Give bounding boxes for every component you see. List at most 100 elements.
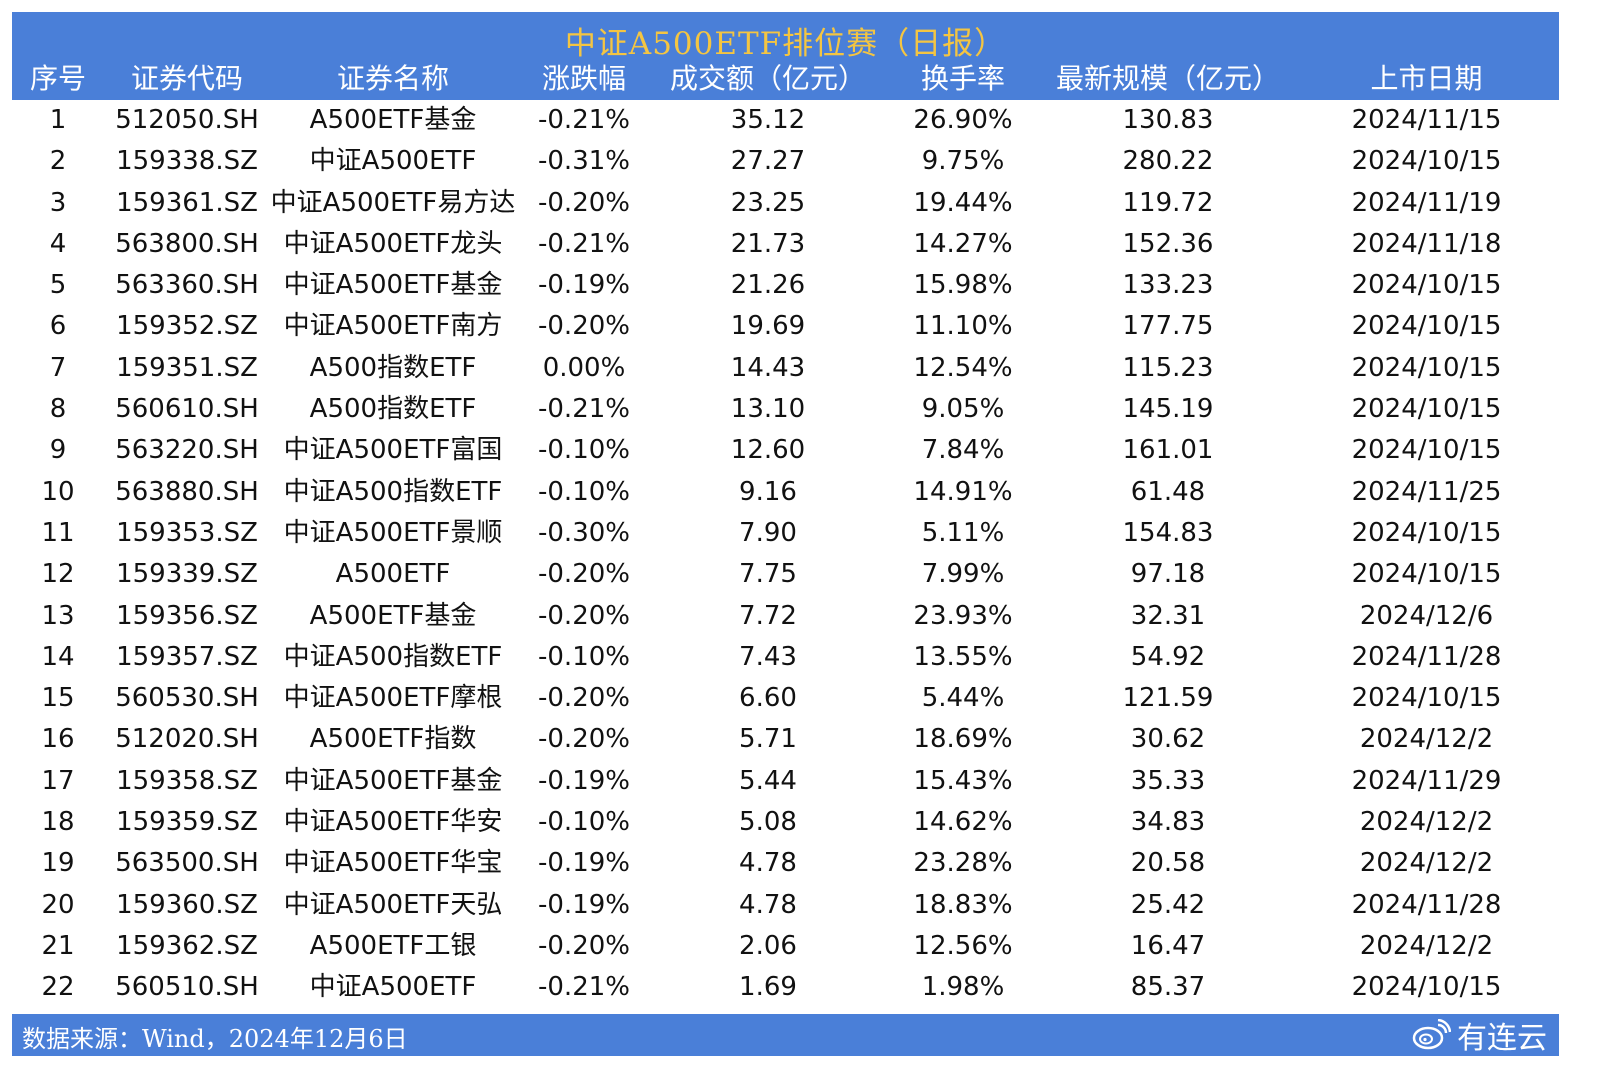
cell-turnover-rate: 18.69%: [913, 724, 1013, 755]
cell-listing-date: 2024/10/15: [1351, 146, 1502, 177]
table-row: 13 159356.SZ A500ETF基金 -0.20% 7.72 23.93% 32.3…: [12, 596, 1559, 637]
cell-change: -0.10%: [538, 435, 630, 466]
cell-rank: 13: [41, 600, 75, 631]
cell-listing-date: 2024/12/2: [1359, 848, 1494, 879]
cell-code: 563220.SH: [115, 435, 259, 466]
cell-turnover-rate: 12.56%: [913, 930, 1013, 961]
cell-change: -0.19%: [538, 889, 630, 920]
table-row: 5 563360.SH 中证A500ETF基金 -0.19% 21.26 15.98% 13…: [12, 265, 1559, 306]
cell-rank: 11: [41, 517, 75, 548]
cell-listing-date: 2024/12/6: [1359, 600, 1494, 631]
cell-change: -0.21%: [538, 105, 630, 135]
cell-rank: 19: [41, 848, 75, 879]
table-row: 4 563800.SH 中证A500ETF龙头 -0.21% 21.73 14.27% 15…: [12, 224, 1559, 265]
cell-turnover-rate: 9.75%: [921, 146, 1005, 177]
cell-code: 563360.SH: [115, 270, 259, 301]
cell-turnover-amount: 7.72: [739, 600, 797, 631]
column-header-name: 证券名称: [336, 62, 449, 95]
cell-change: -0.10%: [538, 641, 630, 672]
cell-code: 159351.SZ: [116, 352, 258, 383]
cell-name: 中证A500ETF基金: [283, 765, 503, 796]
cell-scale: 20.58: [1130, 848, 1206, 879]
table-footer: 数据来源：Wind，2024年12月6日 有连云: [12, 1014, 1559, 1056]
cell-rank: 12: [41, 559, 75, 590]
cell-change: -0.20%: [538, 600, 630, 631]
cell-listing-date: 2024/11/19: [1351, 187, 1502, 218]
cell-rank: 20: [41, 889, 75, 920]
cell-change: 0.00%: [542, 352, 626, 383]
cell-turnover-rate: 15.98%: [913, 270, 1013, 301]
table-row: 3 159361.SZ 中证A500ETF易方达 -0.20% 23.25 19.44% 1…: [12, 183, 1559, 224]
cell-turnover-rate: 18.83%: [913, 889, 1013, 920]
cell-name: 中证A500ETF华宝: [283, 848, 503, 879]
cell-scale: 119.72: [1122, 187, 1214, 218]
cell-scale: 152.36: [1122, 228, 1214, 259]
cell-code: 560510.SH: [115, 972, 259, 1003]
cell-scale: 154.83: [1122, 517, 1214, 548]
cell-name: 中证A500ETF: [309, 146, 477, 177]
cell-turnover-amount: 19.69: [730, 311, 806, 342]
cell-scale: 133.23: [1122, 270, 1214, 301]
cell-listing-date: 2024/10/15: [1351, 972, 1502, 1003]
cell-code: 159339.SZ: [116, 559, 258, 590]
table-title: 中证A500ETF排位赛（日报）: [564, 26, 1007, 62]
cell-listing-date: 2024/10/15: [1351, 683, 1502, 714]
cell-scale: 177.75: [1122, 311, 1214, 342]
cell-scale: 32.31: [1130, 600, 1206, 631]
cell-rank: 1: [49, 105, 67, 135]
table-row: 8 560610.SH A500指数ETF -0.21% 13.10 9.05% 145.1…: [12, 389, 1559, 430]
cell-scale: 85.37: [1130, 972, 1206, 1003]
cell-rank: 7: [49, 352, 67, 383]
table-row: 1 512050.SH A500ETF基金 -0.21% 35.12 26.90% 130.…: [12, 100, 1559, 141]
cell-name: 中证A500指数ETF: [283, 641, 503, 672]
cell-turnover-rate: 11.10%: [913, 311, 1013, 342]
cell-scale: 161.01: [1122, 435, 1214, 466]
cell-name: A500ETF: [335, 559, 451, 590]
cell-name: A500ETF指数: [309, 724, 477, 755]
cell-turnover-rate: 14.91%: [913, 476, 1013, 507]
cell-turnover-rate: 9.05%: [921, 394, 1005, 425]
cell-turnover-rate: 14.62%: [913, 807, 1013, 838]
column-header-turnover-rate: 换手率: [920, 62, 1005, 95]
column-header-turnover-amount: 成交额（亿元）: [669, 62, 866, 95]
watermark-text: 有连云: [1457, 1021, 1547, 1056]
column-headers: 序号 证券代码 证券名称 涨跌幅 成交额（亿元） 换手率 最新规模（亿元） 上市…: [12, 60, 1559, 98]
cell-rank: 9: [49, 435, 67, 466]
cell-rank: 17: [41, 765, 75, 796]
cell-change: -0.10%: [538, 476, 630, 507]
cell-change: -0.20%: [538, 683, 630, 714]
cell-listing-date: 2024/10/15: [1351, 435, 1502, 466]
cell-turnover-amount: 2.06: [739, 930, 797, 961]
cell-code: 512050.SH: [115, 105, 259, 135]
weibo-icon: [1411, 1019, 1451, 1051]
cell-listing-date: 2024/11/15: [1351, 105, 1502, 135]
table-row: 21 159362.SZ A500ETF工银 -0.20% 2.06 12.56% 16.4…: [12, 926, 1559, 967]
cell-rank: 3: [49, 187, 67, 218]
cell-code: 159352.SZ: [116, 311, 258, 342]
cell-turnover-rate: 5.44%: [921, 683, 1005, 714]
cell-rank: 21: [41, 930, 75, 961]
cell-code: 159358.SZ: [116, 765, 258, 796]
cell-change: -0.21%: [538, 228, 630, 259]
cell-turnover-amount: 14.43: [730, 352, 806, 383]
cell-scale: 35.33: [1130, 765, 1206, 796]
column-header-change: 涨跌幅: [541, 62, 626, 95]
column-header-listing-date: 上市日期: [1370, 62, 1483, 95]
cell-rank: 5: [49, 270, 67, 301]
cell-name: 中证A500ETF: [309, 972, 477, 1003]
cell-turnover-rate: 26.90%: [913, 105, 1013, 135]
cell-listing-date: 2024/11/28: [1351, 889, 1502, 920]
cell-turnover-amount: 7.90: [739, 517, 797, 548]
table-row: 19 563500.SH 中证A500ETF华宝 -0.19% 4.78 23.28% 20…: [12, 843, 1559, 884]
cell-rank: 2: [49, 146, 67, 177]
cell-turnover-amount: 4.78: [739, 889, 797, 920]
cell-change: -0.19%: [538, 270, 630, 301]
table-row: 12 159339.SZ A500ETF -0.20% 7.75 7.99% 97.18 20…: [12, 554, 1559, 595]
cell-rank: 16: [41, 724, 75, 755]
cell-code: 563880.SH: [115, 476, 259, 507]
cell-listing-date: 2024/10/15: [1351, 394, 1502, 425]
table-row: 2 159338.SZ 中证A500ETF -0.31% 27.27 9.75% 280.2…: [12, 141, 1559, 182]
cell-turnover-rate: 7.99%: [921, 559, 1005, 590]
cell-rank: 4: [49, 228, 67, 259]
cell-scale: 280.22: [1122, 146, 1214, 177]
